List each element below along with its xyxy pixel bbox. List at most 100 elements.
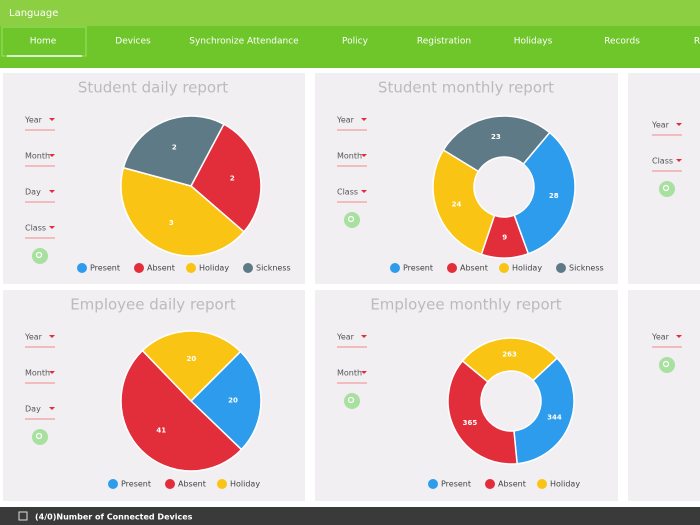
dropdown-arrow[interactable] xyxy=(49,226,55,229)
slice-label: 28 xyxy=(549,192,559,200)
legend-swatch xyxy=(556,263,566,273)
status-text: (4/0)Number of Connected Devices xyxy=(35,513,193,522)
slice xyxy=(120,349,243,472)
slice-label: 20 xyxy=(228,397,238,405)
dropdown-arrow[interactable] xyxy=(49,407,55,410)
legend-label: Present xyxy=(403,264,433,273)
slice xyxy=(141,330,242,403)
form-field-label: Month xyxy=(337,369,362,378)
dropdown-arrow[interactable] xyxy=(676,335,682,338)
form-field-label: Year xyxy=(24,116,43,125)
legend-swatch xyxy=(186,263,196,273)
nav-item[interactable]: Records xyxy=(604,37,640,47)
slice xyxy=(190,123,262,233)
slice xyxy=(513,356,575,465)
slice xyxy=(122,115,225,187)
search-button[interactable] xyxy=(659,357,675,373)
dropdown-arrow[interactable] xyxy=(49,190,55,193)
form-field-label: Year xyxy=(336,116,355,125)
slice xyxy=(120,166,246,257)
dropdown-arrow[interactable] xyxy=(361,154,367,157)
slice-label: 24 xyxy=(452,200,462,208)
legend-label: Present xyxy=(90,264,120,273)
slice xyxy=(432,148,496,256)
status-bar xyxy=(0,507,700,525)
search-button[interactable] xyxy=(32,429,48,445)
nav-item[interactable]: Synchronize Attendance xyxy=(189,37,299,47)
dropdown-arrow[interactable] xyxy=(361,335,367,338)
dropdown-arrow[interactable] xyxy=(361,371,367,374)
legend-swatch xyxy=(217,479,227,489)
slice-label: 3 xyxy=(169,219,174,227)
slice-label: 20 xyxy=(187,355,197,363)
legend-label: Holiday xyxy=(199,264,229,273)
legend-swatch xyxy=(243,263,253,273)
devices-icon xyxy=(18,511,28,521)
nav-item[interactable]: Registration xyxy=(417,37,471,47)
legend-label: Absent xyxy=(147,264,175,273)
slice-label: 23 xyxy=(491,133,501,141)
slice xyxy=(447,359,518,465)
chart-title: Employee daily report xyxy=(70,296,236,314)
nav-item[interactable]: Home xyxy=(30,37,57,47)
nav-item[interactable]: R xyxy=(694,37,700,47)
legend-label: Sickness xyxy=(256,264,291,273)
legend-swatch xyxy=(77,263,87,273)
nav-item[interactable]: Holidays xyxy=(514,37,553,47)
dropdown-arrow[interactable] xyxy=(49,335,55,338)
nav-item[interactable]: Policy xyxy=(342,37,369,47)
dropdown-arrow[interactable] xyxy=(49,371,55,374)
search-button[interactable] xyxy=(344,212,360,228)
search-icon xyxy=(347,215,355,223)
nav-item[interactable]: Devices xyxy=(115,37,151,47)
form-field-label: Class xyxy=(337,188,358,197)
dropdown-arrow[interactable] xyxy=(676,123,682,126)
legend-swatch xyxy=(537,479,547,489)
form-field-label: Class xyxy=(652,157,673,166)
top-bar xyxy=(0,0,700,26)
search-button[interactable] xyxy=(344,393,360,409)
form-field-label: Month xyxy=(25,152,50,161)
search-icon xyxy=(662,184,670,192)
form-field-label: Year xyxy=(651,121,670,130)
language-menu[interactable]: Language xyxy=(9,8,58,19)
slice xyxy=(189,350,262,451)
chart-title: Student monthly report xyxy=(378,79,554,97)
form-field-label: Year xyxy=(651,333,670,342)
form-field-label: Month xyxy=(25,369,50,378)
search-icon xyxy=(662,360,670,368)
legend-swatch xyxy=(428,479,438,489)
legend-swatch xyxy=(165,479,175,489)
legend-label: Absent xyxy=(178,480,206,489)
legend-label: Holiday xyxy=(512,264,542,273)
chart-title: Student daily report xyxy=(78,79,228,97)
slice-label: 2 xyxy=(172,143,177,151)
legend-label: Present xyxy=(121,480,151,489)
search-button[interactable] xyxy=(32,248,48,264)
slice-label: 9 xyxy=(502,233,507,241)
search-icon xyxy=(35,432,43,440)
report-panel xyxy=(628,290,700,501)
form-field-label: Year xyxy=(24,333,43,342)
legend-label: Absent xyxy=(460,264,488,273)
legend-swatch xyxy=(499,263,509,273)
slice-label: 263 xyxy=(502,351,517,359)
dropdown-arrow[interactable] xyxy=(361,190,367,193)
dropdown-arrow[interactable] xyxy=(49,118,55,121)
search-icon xyxy=(35,251,43,259)
slice xyxy=(461,337,559,383)
dropdown-arrow[interactable] xyxy=(676,159,682,162)
legend-label: Present xyxy=(441,480,471,489)
slice xyxy=(442,115,551,173)
form-field-label: Month xyxy=(337,152,362,161)
form-field-label: Day xyxy=(25,188,41,197)
slice-label: 41 xyxy=(156,427,166,435)
dropdown-arrow[interactable] xyxy=(361,118,367,121)
dropdown-arrow[interactable] xyxy=(49,154,55,157)
legend-swatch xyxy=(390,263,400,273)
search-button[interactable] xyxy=(659,181,675,197)
legend-label: Absent xyxy=(498,480,526,489)
chart-title: Employee monthly report xyxy=(370,296,561,314)
form-field-label: Day xyxy=(25,405,41,414)
